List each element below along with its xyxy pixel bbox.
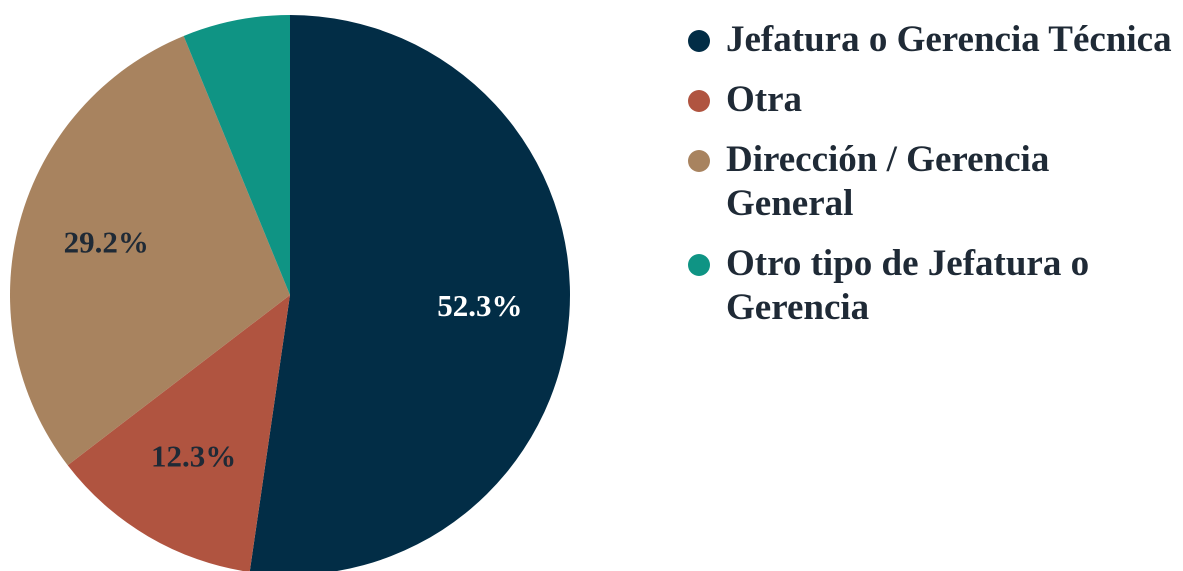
legend-swatch <box>688 254 710 276</box>
legend-item: Dirección / Gerencia General <box>688 138 1183 226</box>
pie-slice <box>183 15 290 295</box>
legend-item: Jefatura o Gerencia Técnica <box>688 18 1183 62</box>
data-label: 29.2% <box>64 224 149 259</box>
legend-label: Otro tipo de Jefatura o Gerencia <box>726 243 1090 328</box>
legend-swatch <box>688 30 710 52</box>
pie-slice <box>249 15 570 571</box>
legend-swatch <box>688 90 710 112</box>
chart: 52.3% 12.3% 29.2% <box>9 15 570 571</box>
legend: Jefatura o Gerencia Técnica Otra Dirección… <box>688 18 1183 346</box>
legend-label: Jefatura o Gerencia Técnica <box>726 19 1172 60</box>
legend-label: Otra <box>726 79 803 120</box>
legend-label: Dirección / Gerencia General <box>726 139 1050 224</box>
pie-slice <box>67 295 290 571</box>
data-label: 52.3% <box>437 288 522 323</box>
data-label: 12.3% <box>151 438 236 473</box>
legend-swatch <box>688 150 710 172</box>
legend-item: Otro tipo de Jefatura o Gerencia <box>688 242 1183 330</box>
legend-item: Otra <box>688 78 1183 122</box>
pie-slice <box>9 35 291 466</box>
